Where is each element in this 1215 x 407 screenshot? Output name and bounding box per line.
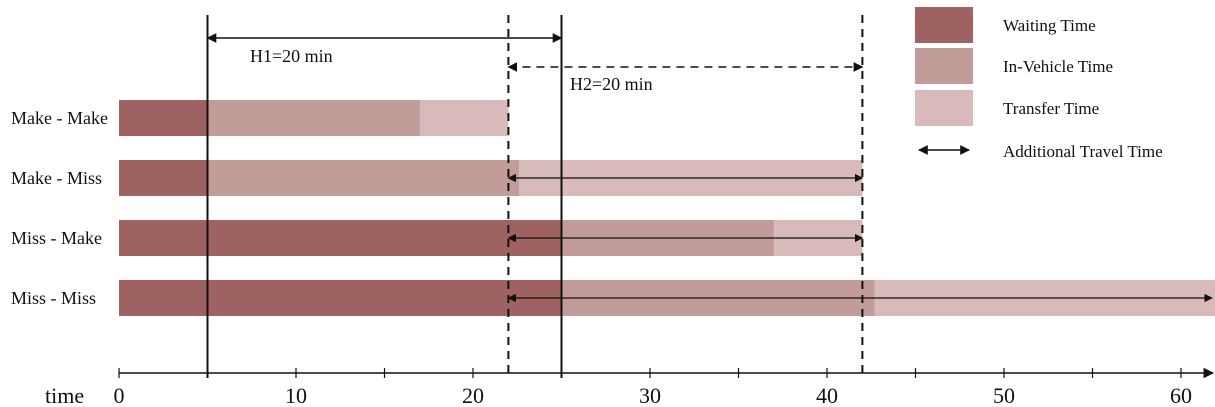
x-axis-label: time (45, 383, 84, 407)
category-label-miss-miss: Miss - Miss (11, 288, 96, 308)
x-tick-label-50: 50 (993, 383, 1015, 407)
bar-segment-waiting-time-miss-make (119, 220, 562, 256)
bar-segment-in-vehicle-time-make-make (207, 100, 420, 136)
legend-swatch-transfer-time (915, 90, 973, 126)
reference-lines-layer (206, 15, 864, 378)
headway-label-0: H1=20 min (250, 46, 333, 66)
category-label-make-make: Make - Make (11, 108, 108, 128)
x-tick-label-30: 30 (639, 383, 661, 407)
category-labels-layer: Make - Make Make - Miss Miss - Make Miss - … (11, 108, 108, 308)
legend-label-additional-travel-time: Additional Travel Time (1003, 142, 1163, 161)
x-tick-label-20: 20 (462, 383, 484, 407)
x-axis: 0 10 20 30 40 50 60 time (45, 367, 1215, 407)
bar-segment-waiting-time-miss-miss (119, 280, 562, 316)
bar-segment-waiting-time-make-miss (119, 160, 208, 196)
legend-swatch-waiting-time (915, 7, 973, 43)
bar-segment-in-vehicle-time-make-miss (207, 160, 520, 196)
legend-label-waiting-time: Waiting Time (1003, 16, 1096, 35)
x-tick-label-40: 40 (816, 383, 838, 407)
bar-segment-waiting-time-make-make (119, 100, 208, 136)
x-tick-label-60: 60 (1170, 383, 1192, 407)
legend-label-transfer-time: Transfer Time (1003, 99, 1099, 118)
headway-label-1: H2=20 min (570, 74, 653, 94)
x-tick-label-0: 0 (114, 383, 125, 407)
legend-swatch-in-vehicle-time (915, 48, 973, 84)
additional-time-arrows-layer (507, 173, 1213, 303)
bars-layer (119, 100, 1215, 316)
bar-segment-transfer-time-make-make (419, 100, 509, 136)
legend: Waiting Time In-Vehicle Time Transfer Time… (915, 7, 1163, 161)
legend-label-in-vehicle-time: In-Vehicle Time (1003, 57, 1113, 76)
x-tick-label-10: 10 (285, 383, 307, 407)
headway-annotations-layer: H1=20 min H2=20 min (206, 33, 864, 94)
category-label-make-miss: Make - Miss (11, 168, 102, 188)
category-label-miss-make: Miss - Make (11, 228, 102, 248)
